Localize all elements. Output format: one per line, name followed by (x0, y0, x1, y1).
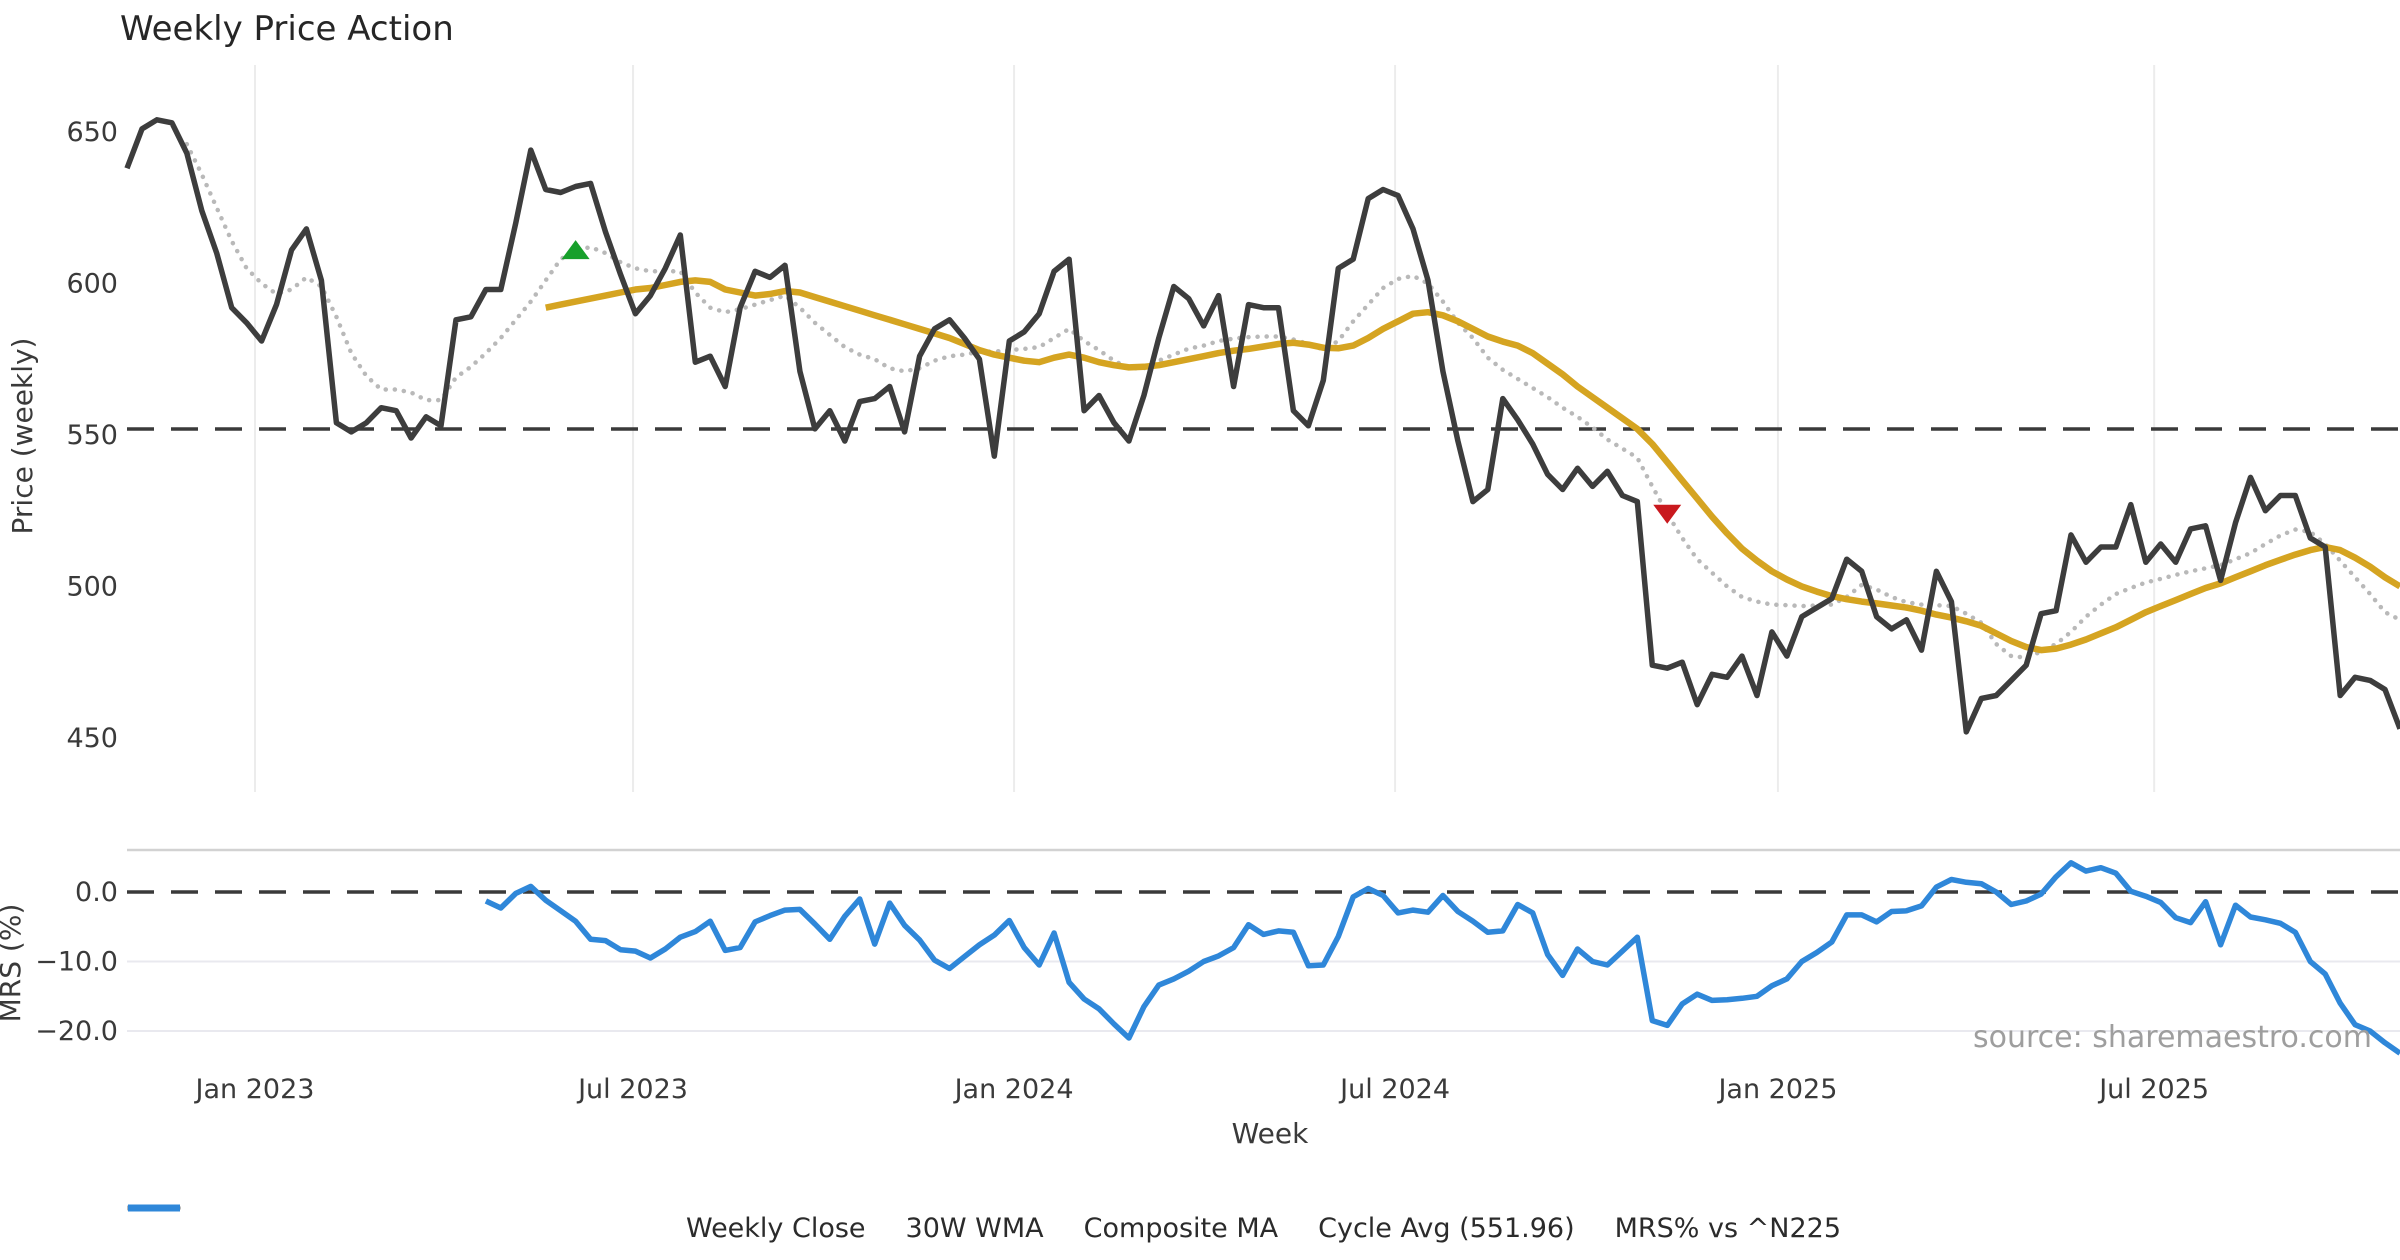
main-y-tick-label: 500 (66, 571, 118, 602)
sell-signal-marker (1653, 504, 1682, 524)
lower-y-axis-label: MRS (%) (0, 904, 27, 1023)
legend-item: MRS% vs ^N225 (128, 1204, 1842, 1244)
x-tick-label: Jan 2023 (194, 1074, 315, 1105)
chart-series (124, 117, 2400, 1056)
lower-y-tick-label: −10.0 (35, 947, 118, 978)
source-annotation: source: sharemaestro.com (1973, 1020, 2372, 1055)
x-tick-label: Jul 2024 (1338, 1074, 1450, 1105)
lower-y-tick-label: −20.0 (35, 1016, 118, 1047)
legend-item: Cycle Avg (551.96) (128, 1204, 1575, 1244)
weekly-close-line (124, 117, 2400, 735)
buy-signal-marker (561, 240, 590, 260)
legend-item-label: Cycle Avg (551.96) (1318, 1212, 1575, 1244)
legend-item-label: 30W WMA (905, 1212, 1044, 1244)
solid-line-swatch-icon (128, 1204, 180, 1212)
legend-item-label: Weekly Close (685, 1212, 866, 1244)
x-tick-label: Jan 2025 (1716, 1074, 1837, 1105)
main-y-tick-label: 550 (66, 420, 118, 451)
legend-item: 30W WMA (128, 1204, 1044, 1244)
x-tick-label: Jan 2024 (953, 1074, 1074, 1105)
x-tick-label: Jul 2025 (2097, 1074, 2209, 1105)
main-y-tick-label: 650 (66, 117, 118, 148)
x-axis-label: Week (1232, 1117, 1309, 1150)
wma-line (545, 277, 2400, 654)
gridlines (127, 65, 2400, 1032)
main-y-tick-label: 600 (66, 268, 118, 299)
main-y-axis-label: Price (weekly) (6, 338, 39, 535)
legend-item-label: Composite MA (1083, 1212, 1279, 1244)
legend-item: Weekly Close (128, 1204, 866, 1244)
axis-tick-labels: Jan 2023 Jul 2023 Jan 2024 Jul 2024 Jan 2025… (35, 117, 2209, 1105)
mrs-line (484, 860, 2400, 1056)
legend-item-label: MRS% vs ^N225 (1614, 1212, 1842, 1244)
x-tick-label: Jul 2023 (576, 1074, 688, 1105)
chart-legend: Weekly Close 30W WMA Composite MA Cycle Avg… (127, 1202, 2400, 1254)
composite-ma-line (184, 141, 2400, 660)
lower-y-tick-label: 0.0 (75, 877, 118, 908)
legend-item: Composite MA (127, 1205, 1279, 1244)
main-y-tick-label: 450 (66, 723, 118, 754)
chart-title: Weekly Price Action (120, 9, 454, 49)
trade-markers (561, 240, 1682, 524)
